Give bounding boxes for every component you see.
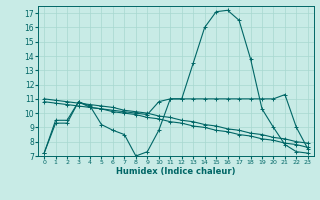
X-axis label: Humidex (Indice chaleur): Humidex (Indice chaleur) [116, 167, 236, 176]
